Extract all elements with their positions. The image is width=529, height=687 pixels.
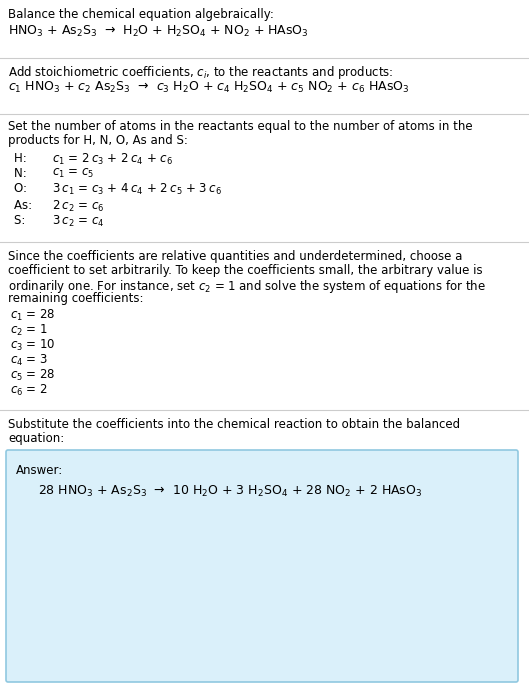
Text: coefficient to set arbitrarily. To keep the coefficients small, the arbitrary va: coefficient to set arbitrarily. To keep … [8, 264, 482, 277]
Text: products for H, N, O, As and S:: products for H, N, O, As and S: [8, 134, 188, 147]
Text: $c_4$ = 3: $c_4$ = 3 [10, 353, 48, 368]
Text: ordinarily one. For instance, set $c_2$ = 1 and solve the system of equations fo: ordinarily one. For instance, set $c_2$ … [8, 278, 486, 295]
Text: $c_5$ = 28: $c_5$ = 28 [10, 368, 56, 383]
Text: equation:: equation: [8, 432, 64, 445]
Text: $c_1$ HNO$_3$ + $c_2$ As$_2$S$_3$  →  $c_3$ H$_2$O + $c_4$ H$_2$SO$_4$ + $c_5$ N: $c_1$ HNO$_3$ + $c_2$ As$_2$S$_3$ → $c_3… [8, 80, 409, 95]
Text: 28 HNO$_3$ + As$_2$S$_3$  →  10 H$_2$O + 3 H$_2$SO$_4$ + 28 NO$_2$ + 2 HAsO$_3$: 28 HNO$_3$ + As$_2$S$_3$ → 10 H$_2$O + 3… [38, 484, 422, 499]
Text: 3 $c_2$ = $c_4$: 3 $c_2$ = $c_4$ [52, 214, 104, 229]
Text: $c_6$ = 2: $c_6$ = 2 [10, 383, 48, 398]
Text: N:: N: [14, 167, 31, 180]
Text: S:: S: [14, 214, 29, 227]
Text: Since the coefficients are relative quantities and underdetermined, choose a: Since the coefficients are relative quan… [8, 250, 462, 263]
Text: Add stoichiometric coefficients, $c_i$, to the reactants and products:: Add stoichiometric coefficients, $c_i$, … [8, 64, 394, 81]
Text: Answer:: Answer: [16, 464, 63, 477]
Text: Substitute the coefficients into the chemical reaction to obtain the balanced: Substitute the coefficients into the che… [8, 418, 460, 431]
Text: 3 $c_1$ = $c_3$ + 4 $c_4$ + 2 $c_5$ + 3 $c_6$: 3 $c_1$ = $c_3$ + 4 $c_4$ + 2 $c_5$ + 3 … [52, 182, 222, 197]
Text: Set the number of atoms in the reactants equal to the number of atoms in the: Set the number of atoms in the reactants… [8, 120, 472, 133]
Text: $c_2$ = 1: $c_2$ = 1 [10, 323, 48, 338]
FancyBboxPatch shape [6, 450, 518, 682]
Text: O:: O: [14, 182, 31, 195]
Text: $c_3$ = 10: $c_3$ = 10 [10, 338, 56, 353]
Text: HNO$_3$ + As$_2$S$_3$  →  H$_2$O + H$_2$SO$_4$ + NO$_2$ + HAsO$_3$: HNO$_3$ + As$_2$S$_3$ → H$_2$O + H$_2$SO… [8, 24, 309, 39]
Text: $c_1$ = $c_5$: $c_1$ = $c_5$ [52, 167, 94, 180]
Text: 2 $c_2$ = $c_6$: 2 $c_2$ = $c_6$ [52, 199, 104, 214]
Text: H:: H: [14, 152, 31, 165]
Text: As:: As: [14, 199, 36, 212]
Text: Balance the chemical equation algebraically:: Balance the chemical equation algebraica… [8, 8, 274, 21]
Text: $c_1$ = 2 $c_3$ + 2 $c_4$ + $c_6$: $c_1$ = 2 $c_3$ + 2 $c_4$ + $c_6$ [52, 152, 173, 167]
Text: remaining coefficients:: remaining coefficients: [8, 292, 143, 305]
Text: $c_1$ = 28: $c_1$ = 28 [10, 308, 56, 323]
